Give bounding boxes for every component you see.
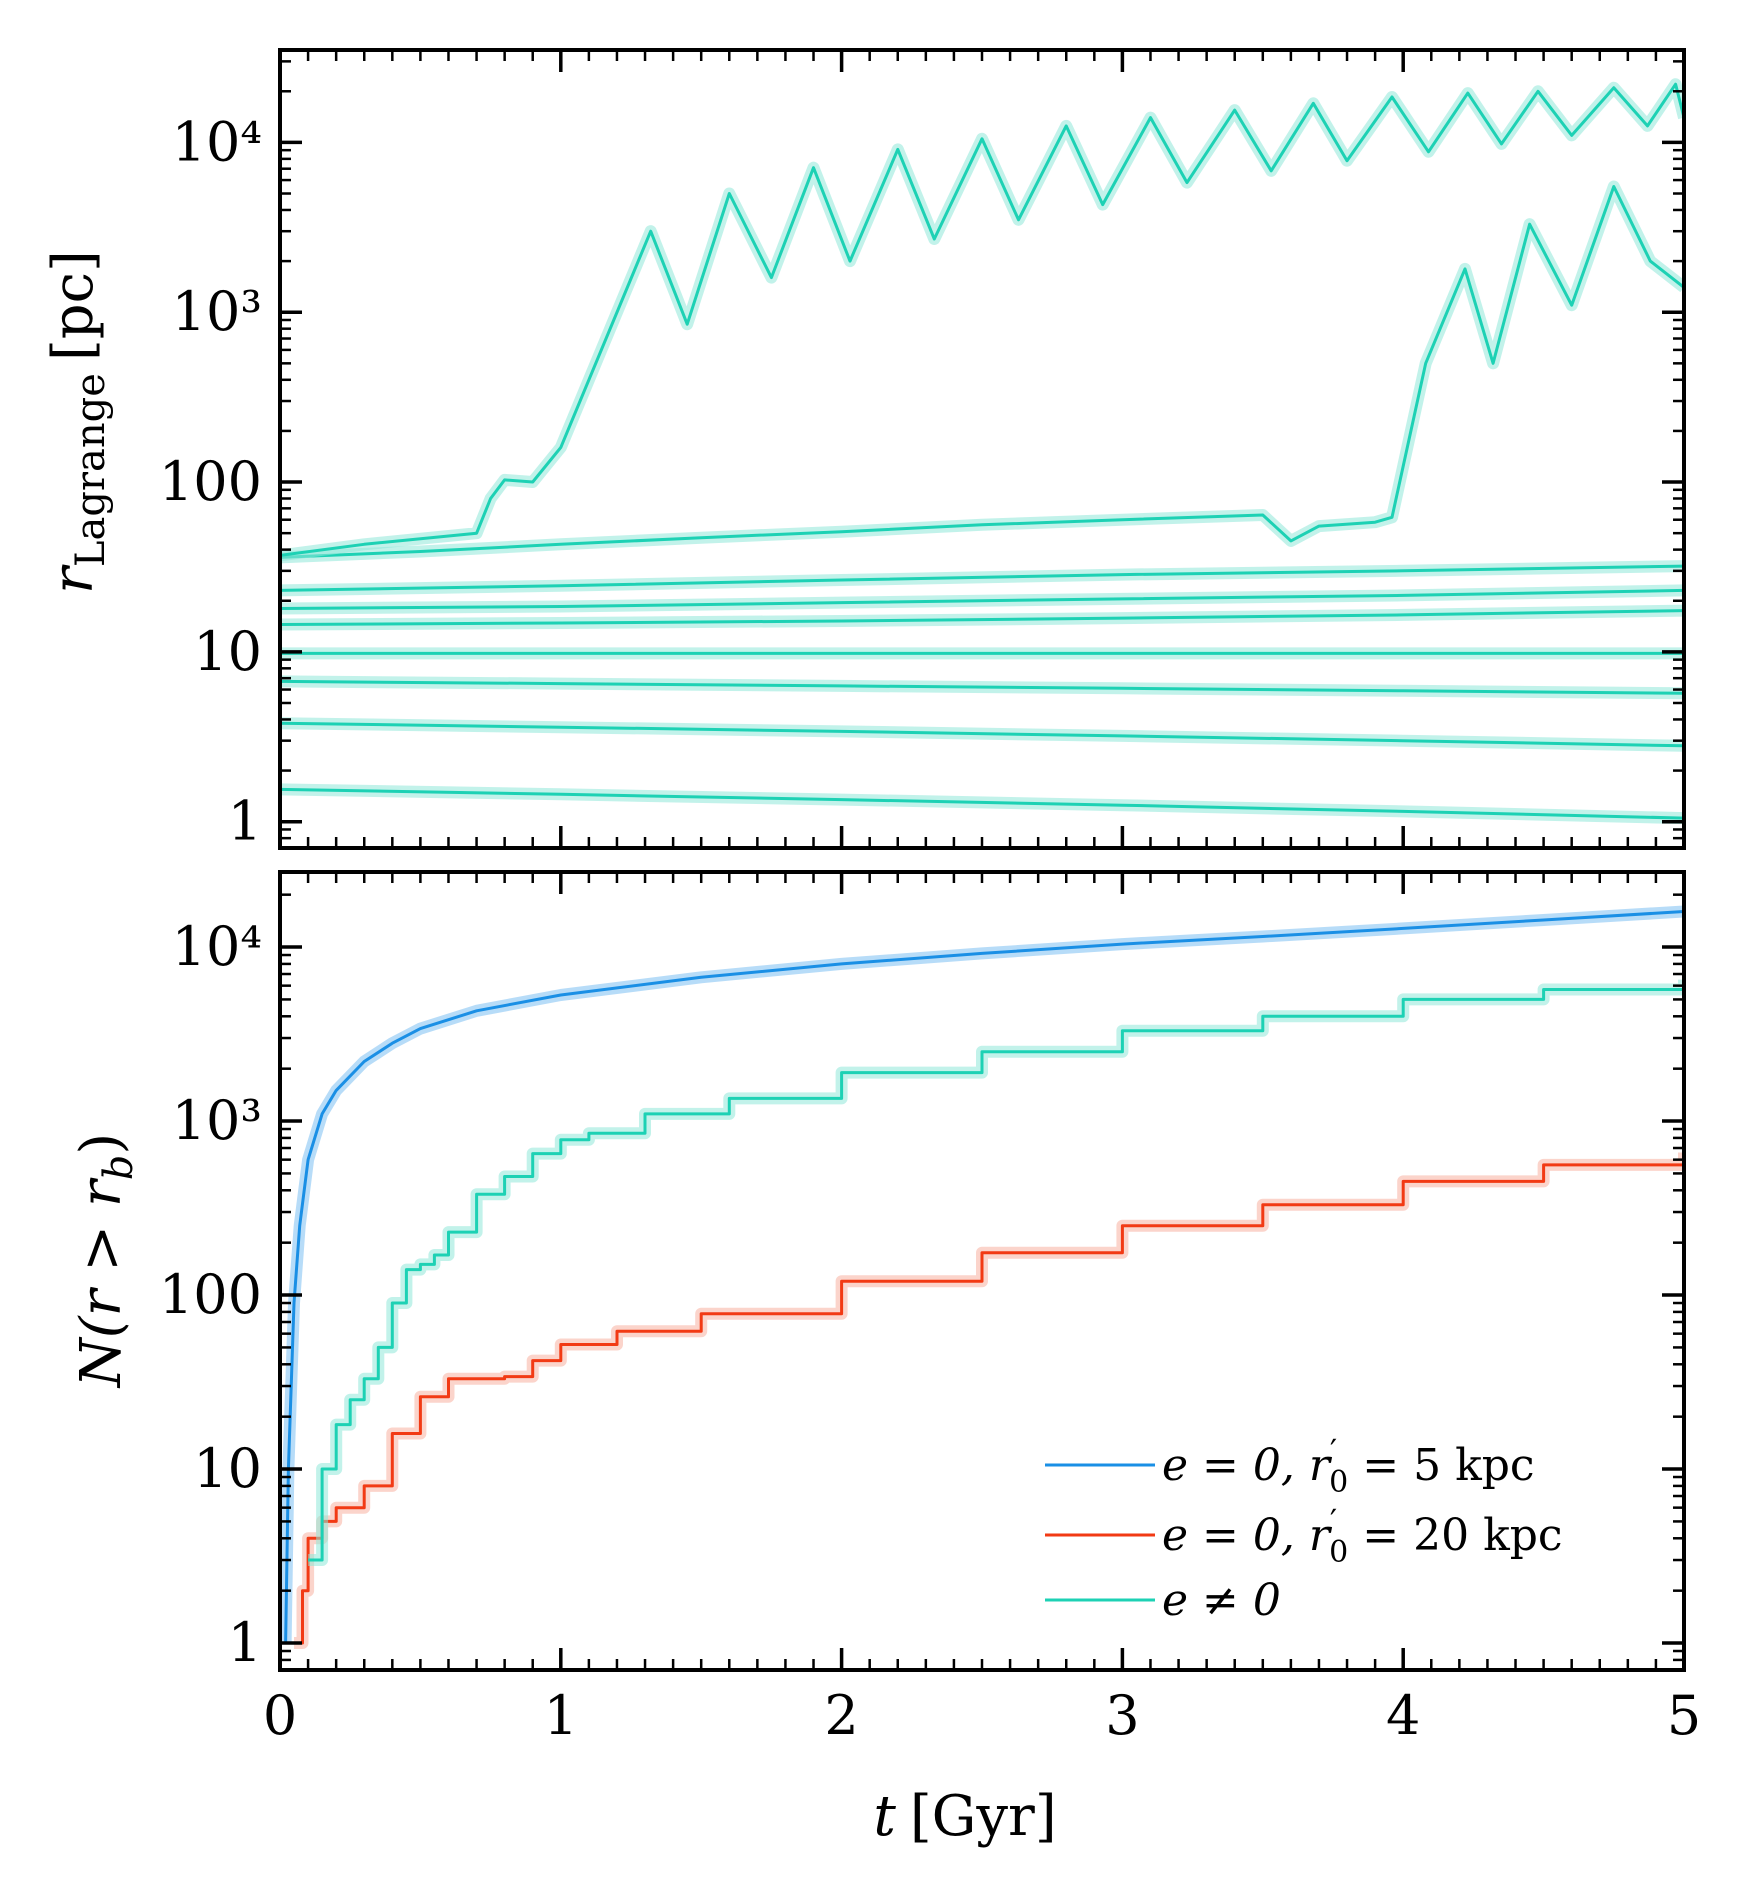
bottom-y-ticks — [280, 893, 1684, 1672]
legend-label-cyan: e ≠ 0 — [1162, 1575, 1281, 1626]
bottom-xlabel-unit: [Gyr] — [910, 1784, 1057, 1849]
bottom-series-2-line — [308, 979, 1684, 1562]
legend-red-rhs: = 20 kpc — [1348, 1510, 1562, 1561]
top-ylabel: rLagrange [pc] — [41, 250, 114, 594]
legend-red-sub: 0 — [1329, 1535, 1348, 1570]
top-series-8-line — [280, 82, 1684, 557]
bottom-ytick-label: 100 — [159, 1263, 262, 1326]
bottom-plot-area — [280, 905, 1684, 1649]
top-series-2-line — [280, 679, 1684, 695]
top-plot-area — [280, 78, 1684, 825]
top-ylabel-sub: Lagrange — [68, 373, 114, 567]
legend-red-lhs: e = 0, r — [1162, 1510, 1333, 1561]
legend-blue-prime: ′ — [1330, 1432, 1337, 1470]
bottom-ytick-label: 10³ — [172, 1089, 262, 1152]
top-ytick-label: 1 — [228, 790, 262, 853]
top-series-7-line — [280, 185, 1684, 559]
bottom-ytick-label: 10⁴ — [172, 915, 262, 978]
bottom-xlabel-main: t — [873, 1784, 896, 1849]
bottom-xtick-label: 2 — [824, 1684, 858, 1747]
bottom-xtick-label: 1 — [544, 1684, 578, 1747]
bottom-ytick-label: 1 — [228, 1611, 262, 1674]
bottom-xlabel: t [Gyr] — [873, 1784, 1056, 1849]
bottom-xtick-label: 4 — [1386, 1684, 1420, 1747]
top-series-8-band — [280, 78, 1684, 562]
top-series-6-line — [280, 564, 1684, 592]
bottom-xtick-label: 3 — [1105, 1684, 1139, 1747]
top-series-5-line — [280, 588, 1684, 610]
legend-label-red: e = 0, r′ 0 = 20 kpc — [1162, 1502, 1563, 1570]
bottom-ytick-label: 10 — [193, 1437, 262, 1500]
bottom-xtick-label: 0 — [263, 1684, 297, 1747]
legend-blue-rhs: = 5 kpc — [1348, 1440, 1534, 1491]
bottom-xtick-label: 5 — [1667, 1684, 1701, 1747]
top-ylabel-main: r — [41, 564, 106, 594]
legend-label-blue: e = 0, r′ 0 = 5 kpc — [1162, 1432, 1535, 1500]
bottom-ylabel-close: ) — [69, 1133, 134, 1155]
top-ylabel-unit: [pc] — [41, 250, 106, 361]
bottom-series-1-line — [294, 1152, 1684, 1645]
top-ytick-label: 10 — [193, 620, 262, 683]
legend: e = 0, r′ 0 = 5 kpc e = 0, r′ 0 = 20 kpc e… — [1045, 1432, 1563, 1626]
legend-cyan-lhs: e ≠ 0 — [1162, 1575, 1281, 1626]
top-ytick-label: 10³ — [172, 280, 262, 343]
top-y-ticks — [280, 60, 1684, 850]
legend-blue-lhs: e = 0, r — [1162, 1440, 1333, 1491]
top-ytick-label: 10⁴ — [172, 110, 262, 173]
top-ytick-label: 100 — [159, 450, 262, 513]
bottom-ylabel-main: N(r > r — [69, 1177, 134, 1389]
top-panel: 1 10 100 10³ 10⁴ — [159, 48, 1686, 853]
top-series-0-line — [280, 787, 1684, 820]
bottom-ylabel-sub: b — [96, 1155, 142, 1181]
legend-red-prime: ′ — [1330, 1502, 1337, 1540]
top-x-ticks — [278, 50, 1686, 848]
top-series-1-line — [280, 721, 1684, 748]
legend-blue-sub: 0 — [1329, 1465, 1348, 1500]
bottom-series-1-band — [294, 1152, 1684, 1649]
bottom-ylabel: N(r > rb) — [69, 1133, 142, 1389]
bottom-series-0-line — [284, 910, 1684, 1644]
bottom-x-ticks — [278, 872, 1686, 1670]
top-series-4-line — [280, 609, 1684, 626]
